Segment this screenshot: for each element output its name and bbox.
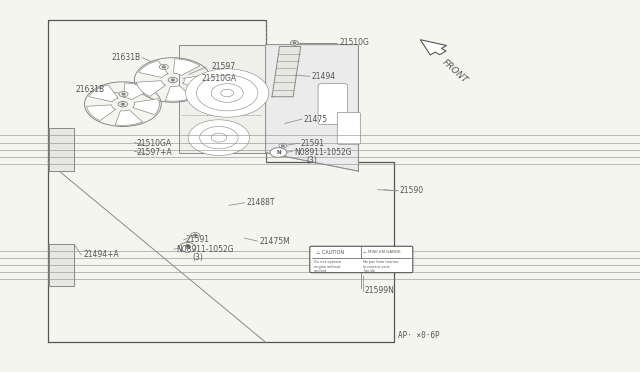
Text: N: N [276, 150, 281, 155]
Circle shape [191, 232, 200, 238]
Circle shape [194, 234, 196, 236]
Circle shape [200, 126, 238, 149]
Polygon shape [420, 40, 447, 55]
Circle shape [211, 84, 243, 102]
Text: AP· ×0·6P: AP· ×0·6P [398, 331, 440, 340]
Circle shape [293, 42, 296, 44]
Polygon shape [124, 83, 150, 100]
Text: 21510GA: 21510GA [136, 139, 172, 148]
Text: N08911-1052G: N08911-1052G [294, 148, 352, 157]
Text: 21488T: 21488T [246, 198, 275, 207]
Text: 21475: 21475 [304, 115, 328, 124]
Circle shape [188, 120, 250, 155]
Text: ⚠ MISE EN GARDE: ⚠ MISE EN GARDE [364, 250, 401, 254]
Circle shape [282, 145, 284, 147]
Text: (3): (3) [192, 253, 203, 262]
Circle shape [119, 92, 128, 97]
Circle shape [291, 41, 298, 45]
Text: 21494+A: 21494+A [83, 250, 119, 259]
Polygon shape [133, 99, 159, 115]
Circle shape [118, 102, 127, 107]
Circle shape [179, 243, 196, 252]
Text: 21591: 21591 [186, 235, 210, 244]
Circle shape [270, 148, 287, 157]
Polygon shape [115, 110, 143, 125]
Polygon shape [266, 45, 358, 171]
Text: ⚠ CAUTION: ⚠ CAUTION [316, 250, 344, 254]
Polygon shape [49, 244, 74, 286]
Text: 21510GA: 21510GA [202, 74, 237, 83]
Text: 21591: 21591 [301, 139, 324, 148]
Polygon shape [136, 81, 166, 96]
Circle shape [291, 41, 298, 45]
Text: Do not operate
engine without
coolant: Do not operate engine without coolant [314, 260, 341, 273]
Polygon shape [86, 105, 116, 121]
Polygon shape [272, 46, 301, 97]
Text: 21510G: 21510G [339, 38, 369, 47]
Circle shape [211, 133, 227, 142]
Circle shape [221, 89, 234, 97]
Text: 21475M: 21475M [259, 237, 290, 246]
Circle shape [172, 79, 174, 81]
Circle shape [122, 93, 125, 95]
Circle shape [122, 103, 124, 105]
Polygon shape [165, 86, 193, 101]
Circle shape [186, 69, 269, 117]
Polygon shape [183, 74, 209, 90]
Circle shape [186, 245, 189, 246]
Circle shape [168, 77, 177, 83]
Circle shape [279, 144, 287, 148]
Text: N08911-1052G: N08911-1052G [176, 245, 234, 254]
Text: 21631B: 21631B [76, 85, 105, 94]
FancyBboxPatch shape [310, 246, 413, 273]
Polygon shape [173, 59, 200, 76]
Text: 21599N: 21599N [365, 286, 395, 295]
Polygon shape [49, 128, 74, 171]
Text: (3): (3) [306, 156, 317, 165]
Text: 21590: 21590 [400, 186, 424, 195]
Text: N: N [185, 245, 190, 250]
Text: 21597+A: 21597+A [136, 148, 172, 157]
FancyBboxPatch shape [318, 84, 348, 125]
Circle shape [163, 66, 165, 68]
Polygon shape [89, 85, 118, 102]
Circle shape [196, 75, 258, 111]
Text: Ne pas faire tourner
le moteur sans
liquide: Ne pas faire tourner le moteur sans liqu… [364, 260, 399, 273]
Circle shape [183, 243, 192, 248]
FancyBboxPatch shape [337, 112, 360, 144]
Bar [179, 45, 266, 153]
Text: FRONT: FRONT [441, 58, 470, 85]
Circle shape [159, 64, 168, 70]
Text: 21597: 21597 [211, 62, 236, 71]
Text: 21631B: 21631B [112, 53, 141, 62]
Text: 21494: 21494 [312, 72, 336, 81]
Polygon shape [139, 61, 168, 78]
